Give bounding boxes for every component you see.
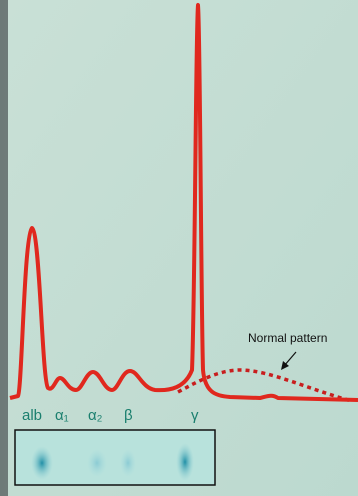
figure: Normal pattern alb α₁ α₂ β γ [0, 0, 358, 496]
alpha2-band [87, 449, 107, 477]
beta-band [120, 449, 136, 477]
fraction-label: alb [22, 407, 42, 424]
albumin-band [31, 446, 53, 480]
fraction-label: β [124, 407, 133, 424]
annotation: Normal pattern [248, 331, 327, 345]
fraction-label: α₂ [88, 407, 103, 424]
gamma-band [176, 443, 194, 481]
fraction-label: α₁ [55, 407, 69, 424]
fraction-label: γ [191, 407, 199, 424]
